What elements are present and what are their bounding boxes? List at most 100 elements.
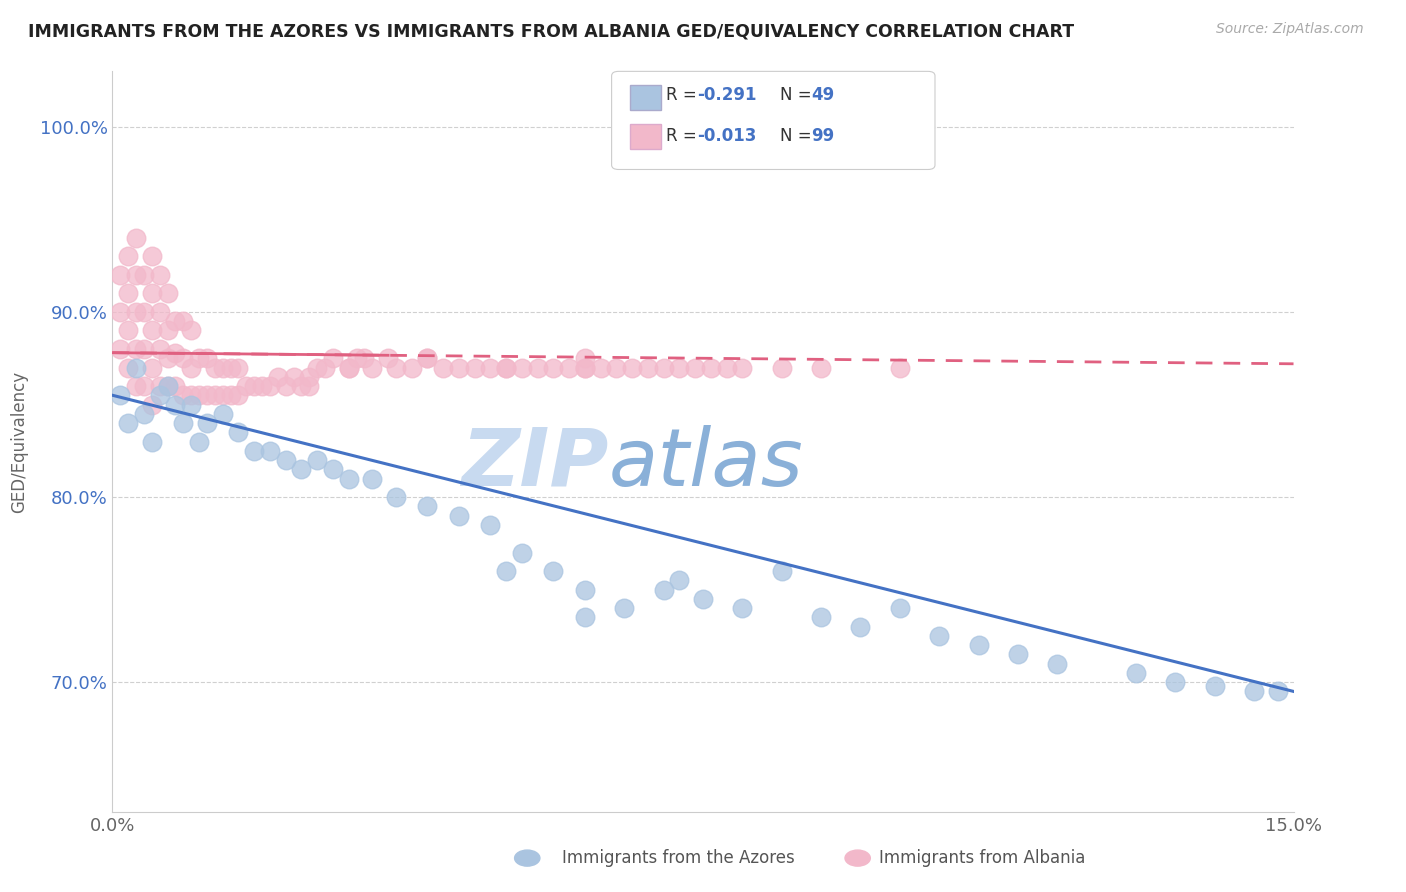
Point: [361, 360, 384, 375]
Text: N =: N =: [780, 128, 817, 145]
Point: [337, 360, 360, 375]
Point: [298, 369, 321, 384]
Point: [731, 360, 754, 375]
Point: [125, 360, 148, 375]
Point: [110, 305, 132, 319]
Text: Immigrants from Albania: Immigrants from Albania: [879, 849, 1085, 867]
Point: [432, 360, 454, 375]
Point: [1046, 657, 1069, 671]
Point: [165, 379, 187, 393]
Point: [889, 601, 911, 615]
Point: [180, 388, 202, 402]
Point: [149, 305, 172, 319]
Point: [125, 305, 148, 319]
Point: [141, 397, 163, 411]
Point: [165, 397, 187, 411]
Point: [180, 360, 202, 375]
Point: [770, 360, 793, 375]
Point: [250, 379, 273, 393]
Point: [125, 231, 148, 245]
Point: [211, 388, 233, 402]
Point: [156, 379, 179, 393]
Y-axis label: GED/Equivalency: GED/Equivalency: [10, 370, 28, 513]
Point: [204, 388, 226, 402]
Point: [543, 564, 565, 578]
Point: [188, 434, 211, 449]
Point: [110, 388, 132, 402]
Point: [1007, 648, 1029, 662]
Point: [141, 360, 163, 375]
Point: [605, 360, 627, 375]
Point: [401, 360, 423, 375]
Point: [110, 342, 132, 356]
Point: [1243, 684, 1265, 698]
Point: [574, 351, 596, 366]
Point: [1267, 684, 1289, 698]
Point: [141, 286, 163, 301]
Point: [219, 388, 242, 402]
Point: [495, 564, 517, 578]
Text: 99: 99: [811, 128, 835, 145]
Point: [558, 360, 581, 375]
Point: [228, 425, 250, 440]
Point: [464, 360, 486, 375]
Point: [235, 379, 257, 393]
Point: [810, 360, 832, 375]
Point: [195, 388, 218, 402]
Point: [117, 249, 139, 263]
Point: [928, 629, 950, 643]
Point: [204, 360, 226, 375]
Point: [195, 416, 218, 430]
Point: [770, 564, 793, 578]
Point: [149, 268, 172, 282]
Point: [716, 360, 738, 375]
Point: [668, 360, 690, 375]
Point: [117, 286, 139, 301]
Point: [574, 610, 596, 624]
Point: [652, 360, 675, 375]
Point: [1204, 679, 1226, 693]
Point: [259, 443, 281, 458]
Point: [125, 379, 148, 393]
Point: [141, 249, 163, 263]
Text: atlas: atlas: [609, 425, 803, 503]
Point: [274, 379, 297, 393]
Point: [543, 360, 565, 375]
Point: [149, 379, 172, 393]
Point: [259, 379, 281, 393]
Point: [385, 490, 408, 504]
Point: [132, 407, 155, 421]
Point: [613, 601, 636, 615]
Text: Immigrants from the Azores: Immigrants from the Azores: [562, 849, 796, 867]
Point: [361, 471, 384, 485]
Point: [495, 360, 517, 375]
Point: [180, 323, 202, 337]
Point: [117, 360, 139, 375]
Point: [283, 369, 305, 384]
Point: [416, 500, 439, 514]
Point: [683, 360, 706, 375]
Point: [479, 517, 502, 532]
Point: [125, 342, 148, 356]
Point: [447, 360, 470, 375]
Point: [416, 351, 439, 366]
Point: [377, 351, 399, 366]
Point: [156, 351, 179, 366]
Point: [298, 379, 321, 393]
Point: [141, 434, 163, 449]
Point: [188, 388, 211, 402]
Point: [385, 360, 408, 375]
Point: [810, 610, 832, 624]
Point: [346, 351, 368, 366]
Point: [322, 462, 344, 476]
Point: [156, 323, 179, 337]
Point: [479, 360, 502, 375]
Point: [141, 323, 163, 337]
Point: [267, 369, 290, 384]
Point: [668, 574, 690, 588]
Point: [526, 360, 548, 375]
Text: R =: R =: [666, 87, 703, 104]
Point: [132, 379, 155, 393]
Point: [243, 379, 266, 393]
Point: [211, 360, 233, 375]
